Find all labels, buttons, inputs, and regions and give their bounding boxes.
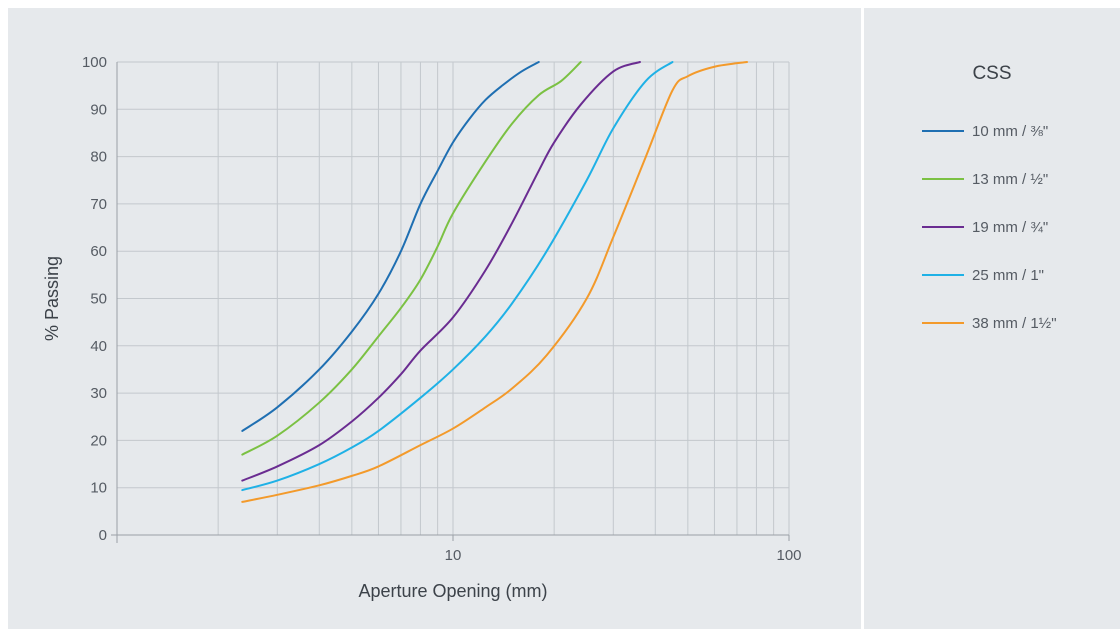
y-tick-label: 70 [90, 196, 107, 213]
y-axis-title: % Passing [42, 256, 62, 341]
y-tick-label: 0 [99, 527, 107, 544]
y-tick-label: 80 [90, 149, 107, 166]
x-axis-title: Aperture Opening (mm) [358, 581, 547, 601]
y-tick-label: 60 [90, 243, 107, 260]
y-tick-label: 100 [82, 54, 107, 71]
y-tick-label: 10 [90, 480, 107, 497]
y-tick-label: 30 [90, 385, 107, 402]
x-tick-label: 100 [776, 547, 801, 564]
legend-item: 25 mm / 1" [922, 265, 1044, 285]
legend: CSS 10 mm / ⅜" 13 mm / ½" 19 mm / ¾" 25 mm … [864, 8, 1120, 629]
legend-swatch [922, 226, 964, 228]
legend-item: 10 mm / ⅜" [922, 121, 1048, 141]
legend-swatch [922, 178, 964, 180]
legend-label: 10 mm / ⅜" [972, 123, 1048, 140]
grid [117, 62, 789, 535]
chart-panel: 0 10 20 30 40 50 60 70 80 90 100 10 100 Aperture Ope… [8, 8, 861, 629]
legend-swatch [922, 274, 964, 276]
series-line-2 [242, 62, 580, 455]
legend-label: 13 mm / ½" [972, 171, 1048, 188]
x-tick-label: 10 [445, 547, 462, 564]
legend-label: 25 mm / 1" [972, 267, 1044, 284]
legend-label: 38 mm / 1½" [972, 315, 1057, 332]
legend-swatch [922, 130, 964, 132]
series-line-1 [242, 62, 538, 431]
chart-svg: 0 10 20 30 40 50 60 70 80 90 100 10 100 Aperture Ope… [8, 8, 861, 629]
y-tick-label: 90 [90, 101, 107, 118]
series-line-5 [242, 62, 747, 502]
legend-title: CSS [864, 63, 1120, 85]
legend-item: 13 mm / ½" [922, 169, 1048, 189]
legend-swatch [922, 322, 964, 324]
series-lines [242, 62, 747, 502]
y-tick-label: 50 [90, 291, 107, 308]
legend-item: 38 mm / 1½" [922, 313, 1057, 333]
legend-item: 19 mm / ¾" [922, 217, 1048, 237]
y-tick-label: 20 [90, 432, 107, 449]
y-tick-label: 40 [90, 338, 107, 355]
legend-label: 19 mm / ¾" [972, 219, 1048, 236]
axes [111, 62, 789, 543]
